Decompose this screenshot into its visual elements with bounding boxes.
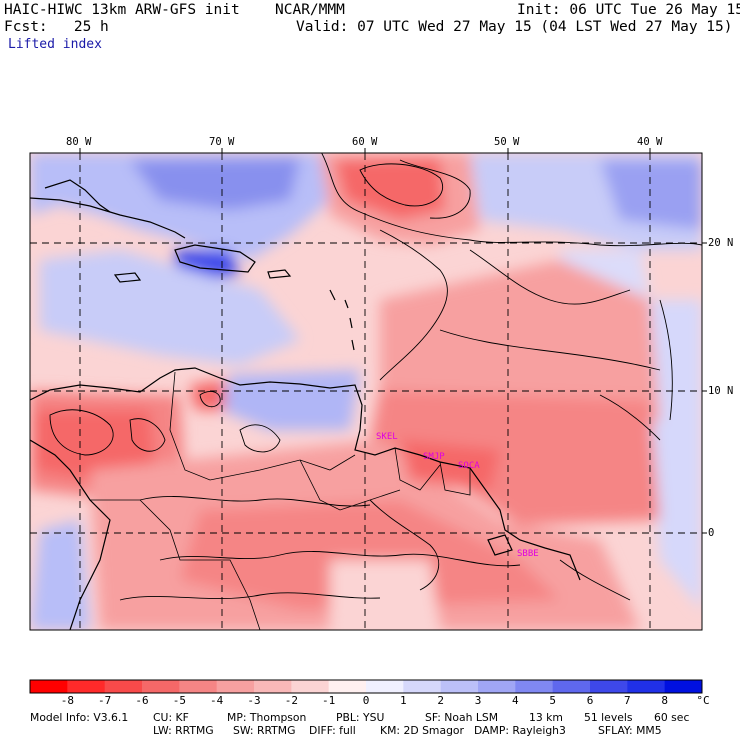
lat-label-0: 0 (708, 527, 715, 539)
model-info-levels: 51 levels (584, 711, 633, 724)
blue-region-far-northeast (600, 160, 702, 230)
field-name: Lifted index (8, 37, 102, 52)
lat-label-20n: 20 N (708, 237, 734, 249)
blue-region-caribbean (40, 250, 300, 365)
red-region-guianas (400, 440, 500, 490)
colorbar-unit: °C (696, 694, 710, 707)
lat-label-10n: 10 N (708, 385, 734, 397)
red-region-tropical (370, 390, 660, 525)
contour-lines (49, 153, 702, 601)
contour-line (49, 409, 114, 456)
red-region-maracaibo (190, 380, 225, 410)
contour-line (129, 418, 166, 452)
model-title: HAIC-HIWC 13km ARW-GFS init (4, 2, 240, 18)
coastlines (30, 179, 581, 630)
contour-line (599, 394, 661, 441)
lon-label-40w: 40 W (637, 136, 663, 148)
contour-line (321, 153, 702, 247)
lat-lon-grid (30, 153, 702, 630)
contour-line (359, 163, 443, 207)
coastline-cuba-west (44, 179, 111, 213)
model-info-version: Model Info: V3.6.1 (30, 711, 129, 724)
model-info-km: KM: 2D Smagor (380, 724, 464, 737)
lon-label-60w: 60 W (352, 136, 378, 148)
valid-time: Valid: 07 UTC Wed 27 May 15 (04 LST Wed … (296, 19, 733, 35)
contour-line (139, 496, 371, 507)
station-label-sbbe: SBBE (517, 549, 539, 559)
init-time: Init: 06 UTC Tue 26 May 15 (517, 2, 740, 18)
contour-line (369, 499, 440, 591)
contour-line (439, 329, 661, 371)
agency-label: NCAR/MMM (275, 2, 345, 18)
coastline-pacific (30, 439, 111, 630)
colorbar-tick-label: 6 (586, 694, 594, 707)
colorbar-tick-label: 3 (474, 694, 482, 707)
model-info-sf: SF: Noah LSM (425, 711, 499, 724)
contour-line (199, 391, 221, 408)
model-info-sflay: SFLAY: MM5 (598, 724, 662, 737)
station-label-skel: SKEL (376, 432, 398, 442)
colorbar-tick-label: 2 (437, 694, 444, 707)
coastline-marajo (487, 534, 513, 556)
station-label-soca: SOCA (458, 461, 480, 471)
lon-label-50w: 50 W (494, 136, 520, 148)
contour-line (399, 159, 471, 219)
red-region-north-core (335, 158, 445, 220)
contour-line (659, 299, 673, 421)
colorbar-tick-label: -8 (60, 694, 74, 707)
colorbar-tick-label: 4 (512, 694, 519, 707)
coastline-hispaniola (174, 244, 256, 273)
blue-region-bahamas (130, 158, 300, 210)
contour-line (469, 249, 631, 305)
contour-line (559, 559, 631, 601)
red-region-amazon (180, 500, 560, 610)
colorbar-tick-label: -1 (322, 694, 336, 707)
contour-line (379, 229, 448, 381)
blue-region-pacific (30, 520, 90, 630)
model-info-resolution: 13 km (529, 711, 563, 724)
red-region-panama-core (35, 410, 155, 480)
colorbar-tick-label: 8 (661, 694, 668, 707)
colorbar-tick-label: -6 (135, 694, 149, 707)
model-info-timestep: 60 sec (654, 711, 690, 724)
contour-line (159, 551, 521, 567)
forecast-hour: Fcst: 25 h (4, 19, 109, 35)
colorbar-tick-label: -4 (210, 694, 224, 707)
model-info-sw: SW: RRTMG (233, 724, 296, 737)
colorbar-tick-label: 5 (549, 694, 556, 707)
colorbar-tick-label: -7 (98, 694, 112, 707)
model-info-cu: CU: KF (153, 711, 189, 724)
coastline-cuba (30, 197, 186, 239)
coastline-puerto-rico (267, 269, 292, 279)
station-label-smjp: SMJP (423, 452, 445, 462)
colorbar-tick-label: 1 (400, 694, 407, 707)
border-guianas (394, 447, 471, 496)
model-info-pbl: PBL: YSU (336, 711, 385, 724)
coastline-lesser-antilles (329, 289, 355, 351)
blue-region-venezuela-coast (220, 370, 360, 430)
model-info-diff: DIFF: full (309, 724, 356, 737)
colorbar-tick-label: -5 (172, 694, 186, 707)
lon-label-80w: 80 W (66, 136, 92, 148)
coastline-south-america (30, 367, 581, 581)
border-venezuela (169, 371, 356, 481)
colorbar-tick-label: -2 (284, 694, 298, 707)
colorbar-tick-label: -3 (247, 694, 261, 707)
contour-line (119, 592, 381, 601)
light-region-south (330, 560, 440, 630)
model-info-damp: DAMP: Rayleigh3 (474, 724, 566, 737)
colorbar-tick-label: 0 (362, 694, 370, 707)
map-ticks (79, 148, 707, 534)
model-info-mp: MP: Thompson (227, 711, 307, 724)
model-info-lw: LW: RRTMG (153, 724, 214, 737)
contour-line (239, 424, 281, 453)
colorbar-tick-label: 7 (624, 694, 631, 707)
lon-label-70w: 70 W (209, 136, 235, 148)
coastline-jamaica (113, 272, 142, 283)
